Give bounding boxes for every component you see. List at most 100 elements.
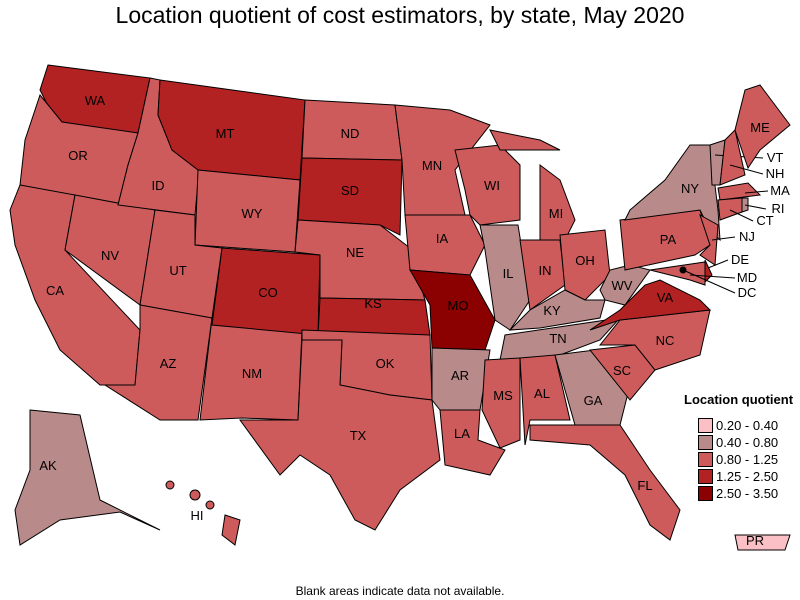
state-oh[interactable] <box>559 229 611 301</box>
state-ak[interactable] <box>14 409 161 546</box>
state-mi[interactable] <box>489 129 561 151</box>
state-ms[interactable] <box>481 357 521 449</box>
state-label: OH <box>575 253 595 268</box>
state-label: FL <box>637 478 652 493</box>
state-hi-island[interactable] <box>189 489 201 501</box>
state-nh[interactable] <box>719 129 746 186</box>
state-label: CT <box>756 213 773 228</box>
state-label: PA <box>660 232 677 247</box>
callout-line <box>729 164 764 175</box>
state-label: GA <box>584 393 603 408</box>
state-label: AK <box>39 458 57 473</box>
state-label: DC <box>738 285 757 300</box>
state-label: CA <box>46 283 64 298</box>
state-label: OR <box>68 148 88 163</box>
state-label: KS <box>364 296 382 311</box>
state-al[interactable] <box>519 354 571 446</box>
state-ny[interactable] <box>624 144 721 242</box>
state-label: RI <box>772 201 785 216</box>
state-label: IN <box>539 263 552 278</box>
state-label: VA <box>657 290 674 305</box>
state-fl[interactable] <box>529 424 681 541</box>
state-label: ID <box>152 178 165 193</box>
state-label: MI <box>549 206 563 221</box>
state-label: UT <box>169 263 186 278</box>
state-label: WA <box>85 93 106 108</box>
state-sd[interactable] <box>297 157 403 236</box>
legend-swatch <box>698 418 713 433</box>
state-hi-island[interactable] <box>205 500 215 510</box>
legend-item: 0.20 - 0.40 <box>698 417 793 434</box>
state-mn[interactable] <box>394 104 491 216</box>
state-label: OK <box>376 356 395 371</box>
state-label: MO <box>448 298 469 313</box>
state-tx[interactable] <box>239 339 441 531</box>
state-label: SC <box>613 363 631 378</box>
state-label: MS <box>493 388 513 403</box>
state-label: HI <box>191 508 204 523</box>
state-hi[interactable] <box>221 514 241 546</box>
callout-line <box>744 190 769 194</box>
state-mi[interactable] <box>539 164 576 241</box>
state-label: NV <box>101 248 119 263</box>
legend-item: 0.40 - 0.80 <box>698 434 793 451</box>
legend-swatch <box>698 486 713 501</box>
state-label: WV <box>612 278 633 293</box>
state-nj[interactable] <box>699 213 719 266</box>
legend-item: 2.50 - 3.50 <box>698 485 793 502</box>
state-label: LA <box>454 426 470 441</box>
state-label: DE <box>731 252 749 267</box>
callout-line <box>729 209 754 222</box>
legend: Location quotient 0.20 - 0.40 0.40 - 0.80… <box>684 392 793 502</box>
legend-label: 0.40 - 0.80 <box>716 435 779 450</box>
callout-line <box>711 236 736 241</box>
state-label: NH <box>766 166 785 181</box>
callout-line <box>707 259 729 269</box>
legend-label: 2.50 - 3.50 <box>716 486 779 501</box>
callout-line <box>744 204 767 210</box>
legend-swatch <box>698 452 713 467</box>
callout-line <box>689 274 736 279</box>
callout-line <box>682 269 736 294</box>
state-label: WY <box>242 206 263 221</box>
state-ia[interactable] <box>404 214 486 276</box>
state-label: AL <box>534 386 550 401</box>
state-hi-island[interactable] <box>165 480 175 490</box>
state-label: ME <box>750 120 770 135</box>
state-label: NM <box>242 366 262 381</box>
state-ma[interactable] <box>717 182 762 201</box>
state-me[interactable] <box>734 84 791 170</box>
state-ky[interactable] <box>508 289 606 331</box>
state-label: NJ <box>739 229 755 244</box>
state-label: AZ <box>160 356 177 371</box>
state-la[interactable] <box>439 409 506 476</box>
state-label: NY <box>681 181 699 196</box>
state-de[interactable] <box>704 259 713 284</box>
state-label: SD <box>341 183 359 198</box>
state-label: TX <box>350 428 367 443</box>
state-label: NE <box>346 245 364 260</box>
state-label: ND <box>341 126 360 141</box>
state-md[interactable] <box>649 261 706 286</box>
legend-label: 0.80 - 1.25 <box>716 452 779 467</box>
legend-title: Location quotient <box>684 392 794 407</box>
state-label: MT <box>216 126 235 141</box>
state-pr[interactable] <box>734 534 791 551</box>
legend-item: 1.25 - 2.50 <box>698 468 793 485</box>
legend-swatch <box>698 435 713 450</box>
state-label: KY <box>543 303 561 318</box>
state-label: NC <box>656 333 675 348</box>
state-label: MN <box>422 158 442 173</box>
legend-item: 0.80 - 1.25 <box>698 451 793 468</box>
footnote: Blank areas indicate data not available. <box>295 584 505 598</box>
state-label: MA <box>770 183 790 198</box>
state-label: CO <box>258 285 278 300</box>
legend-label: 0.20 - 0.40 <box>716 418 779 433</box>
state-label: AR <box>451 368 469 383</box>
state-va[interactable] <box>589 279 712 331</box>
legend-swatch <box>698 469 713 484</box>
state-label: MD <box>737 270 757 285</box>
legend-label: 1.25 - 2.50 <box>716 469 779 484</box>
state-ct[interactable] <box>717 197 743 221</box>
